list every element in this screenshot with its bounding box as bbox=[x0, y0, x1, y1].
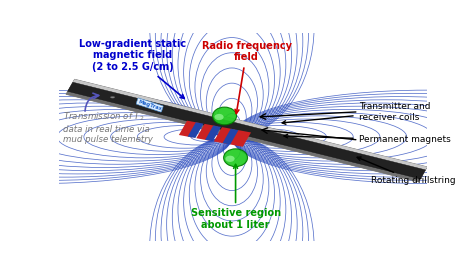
Polygon shape bbox=[179, 121, 201, 137]
Ellipse shape bbox=[226, 156, 235, 162]
Ellipse shape bbox=[110, 96, 115, 98]
Text: Transmitter and
receiver coils: Transmitter and receiver coils bbox=[282, 102, 430, 124]
Polygon shape bbox=[223, 129, 238, 144]
Polygon shape bbox=[214, 127, 235, 144]
Text: Transmission of $T_2$
data in real time via
mud pulse telemetry: Transmission of $T_2$ data in real time … bbox=[63, 111, 153, 144]
Ellipse shape bbox=[224, 149, 247, 167]
Text: Radio frequency
field: Radio frequency field bbox=[201, 41, 292, 114]
Text: Rotating drillstring: Rotating drillstring bbox=[357, 157, 456, 185]
Polygon shape bbox=[188, 122, 203, 138]
Ellipse shape bbox=[213, 107, 237, 125]
Text: Low-gradient static
magnetic field
(2 to 2.5 G/cm): Low-gradient static magnetic field (2 to… bbox=[79, 39, 186, 98]
Text: Permanent magnets: Permanent magnets bbox=[284, 134, 450, 144]
Polygon shape bbox=[66, 89, 422, 182]
Polygon shape bbox=[66, 79, 427, 182]
Polygon shape bbox=[205, 125, 221, 141]
Text: Sensitive region
about 1 liter: Sensitive region about 1 liter bbox=[191, 164, 281, 230]
Polygon shape bbox=[196, 124, 218, 141]
Text: MagTrax: MagTrax bbox=[137, 99, 163, 111]
Polygon shape bbox=[229, 130, 251, 147]
Polygon shape bbox=[72, 79, 427, 172]
Ellipse shape bbox=[214, 114, 224, 120]
Polygon shape bbox=[68, 82, 426, 179]
